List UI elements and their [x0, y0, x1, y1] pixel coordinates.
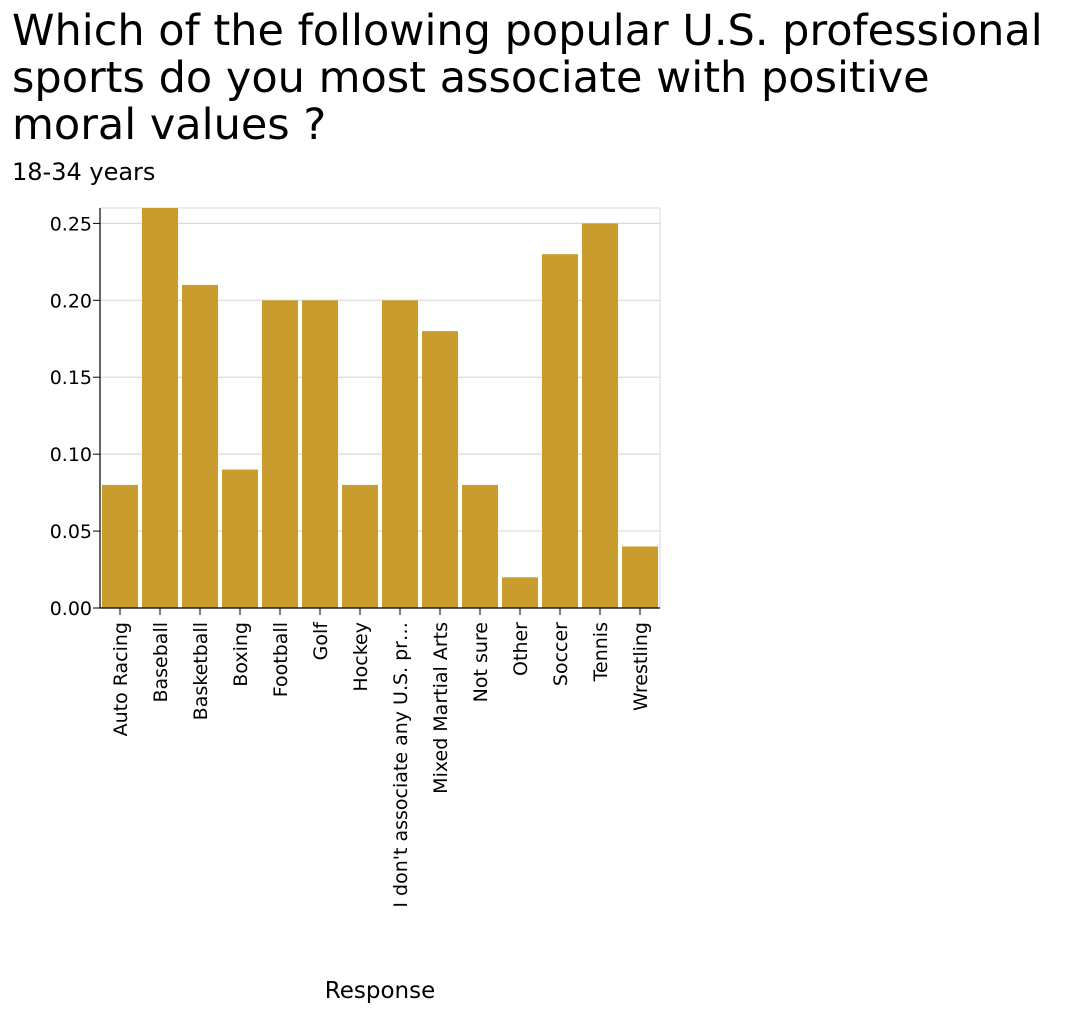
x-tick-label: Hockey	[350, 622, 372, 692]
y-tick-label: 0.15	[50, 367, 92, 389]
bar	[582, 223, 618, 608]
x-tick-labels: Auto Racing Baseball Basketball Boxing Footb…	[110, 621, 652, 908]
bar	[542, 254, 578, 608]
chart-title: Which of the following popular U.S. prof…	[12, 6, 1043, 150]
bar	[422, 331, 458, 608]
bar	[342, 484, 378, 608]
x-tick-label: Soccer	[550, 622, 572, 686]
axes	[93, 208, 660, 615]
bar	[462, 484, 498, 608]
x-tick-label: Mixed Martial Arts	[430, 622, 452, 794]
bar	[622, 546, 658, 608]
y-tick-label: 0.25	[50, 213, 92, 235]
y-tick-label: 0.05	[50, 521, 92, 543]
x-tick-label: I don't associate any U.S. pr…	[390, 622, 412, 908]
bar	[302, 300, 338, 608]
y-tick-label: 0.20	[50, 290, 92, 312]
bar	[142, 208, 178, 608]
x-tick-label: Baseball	[150, 622, 172, 703]
bar	[222, 469, 258, 608]
bar	[102, 484, 138, 608]
x-tick-label: Boxing	[230, 622, 252, 687]
x-tick-label: Tennis	[590, 622, 612, 682]
x-tick-label: Auto Racing	[110, 622, 132, 736]
bar	[382, 300, 418, 608]
x-tick-label: Not sure	[470, 622, 492, 702]
x-tick-label: Other	[510, 622, 532, 676]
y-tick-label: 0.10	[50, 444, 92, 466]
bar	[502, 577, 538, 608]
y-tick-labels: 0.00 0.05 0.10 0.15 0.20 0.25	[50, 213, 92, 620]
bar	[182, 284, 218, 608]
x-tick-label: Basketball	[190, 622, 212, 720]
x-tick-label: Wrestling	[630, 622, 652, 711]
x-tick-label: Football	[270, 622, 292, 697]
y-tick-label: 0.00	[50, 598, 92, 620]
bar	[262, 300, 298, 608]
bars	[102, 208, 658, 608]
chart-subtitle: 18-34 years	[12, 158, 156, 186]
x-axis-title: Response	[325, 978, 435, 1004]
x-tick-label: Golf	[310, 621, 332, 661]
